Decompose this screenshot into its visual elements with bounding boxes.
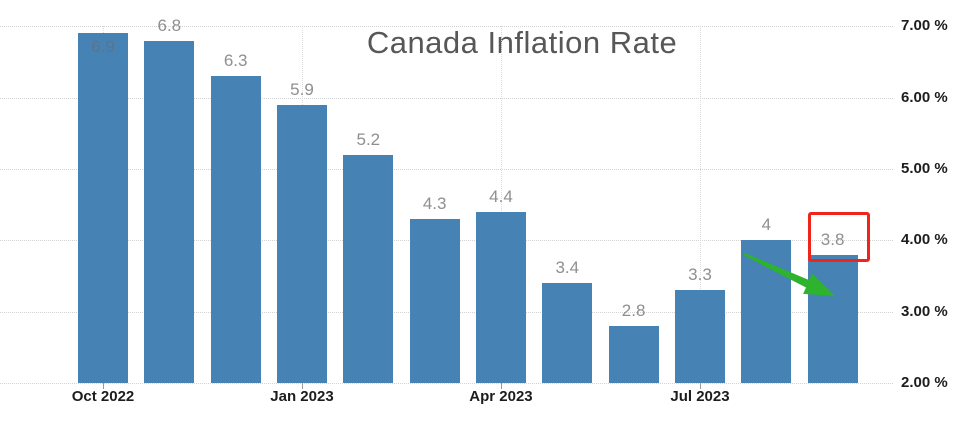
y-axis-tick-label: 5.00 % <box>901 160 948 177</box>
x-axis-tick-label: Jan 2023 <box>270 388 334 405</box>
y-gridline <box>0 97 893 99</box>
bar-sep-2023[interactable] <box>807 254 858 383</box>
y-axis-tick-label: 2.00 % <box>901 374 948 391</box>
y-axis-tick-label: 4.00 % <box>901 231 948 249</box>
x-axis-tick-label: Jul 2023 <box>670 388 730 405</box>
bar-apr-2023[interactable] <box>475 211 526 383</box>
bar-value-label: 5.2 <box>356 129 381 149</box>
y-axis-tick-label: 7.00 % <box>901 17 948 35</box>
chart-title: Canada Inflation Rate <box>366 25 678 60</box>
highlight-box <box>808 212 870 262</box>
bar-value-label: 4.4 <box>489 186 513 206</box>
x-axis-tick <box>103 383 104 389</box>
bar-nov-2022[interactable] <box>144 40 195 383</box>
y-axis-tick-label: 6.00 % <box>901 88 948 106</box>
bar-aug-2023[interactable] <box>741 240 792 383</box>
bar-mar-2023[interactable] <box>409 218 460 383</box>
bar-value-label: 3.4 <box>555 258 580 278</box>
bar-may-2023[interactable] <box>542 283 593 383</box>
x-axis-tick-label: Apr 2023 <box>469 388 533 405</box>
bar-jul-2023[interactable] <box>674 290 725 383</box>
bar-feb-2023[interactable] <box>343 154 394 383</box>
bar-value-label: 3.8 <box>820 229 845 249</box>
bar-value-label: 3.3 <box>688 265 712 285</box>
x-axis-tick <box>699 383 701 389</box>
x-gridline <box>699 26 701 383</box>
y-gridline <box>0 383 893 384</box>
x-gridline <box>500 26 502 383</box>
bar-value-label: 2.8 <box>621 300 646 320</box>
bar-jan-2023[interactable] <box>276 104 327 383</box>
bar-dec-2022[interactable] <box>210 76 261 383</box>
bar-jun-2023[interactable] <box>608 325 659 383</box>
bar-value-label: 4.3 <box>422 193 447 213</box>
bar-value-label: 6.8 <box>157 15 182 35</box>
bar-oct-2022[interactable] <box>78 33 128 383</box>
bar-value-label: 6.9 <box>91 37 115 57</box>
bar-value-label: 4 <box>761 215 772 235</box>
y-gridline <box>0 26 893 28</box>
bar-value-label: 5.9 <box>290 79 314 99</box>
y-axis-tick-label: 3.00 % <box>901 302 948 320</box>
y-gridline <box>0 169 893 170</box>
x-axis-tick-label: Oct 2022 <box>71 388 135 405</box>
x-axis-tick <box>301 383 303 389</box>
bar-value-label: 6.3 <box>223 51 248 71</box>
x-axis-tick <box>500 383 502 389</box>
